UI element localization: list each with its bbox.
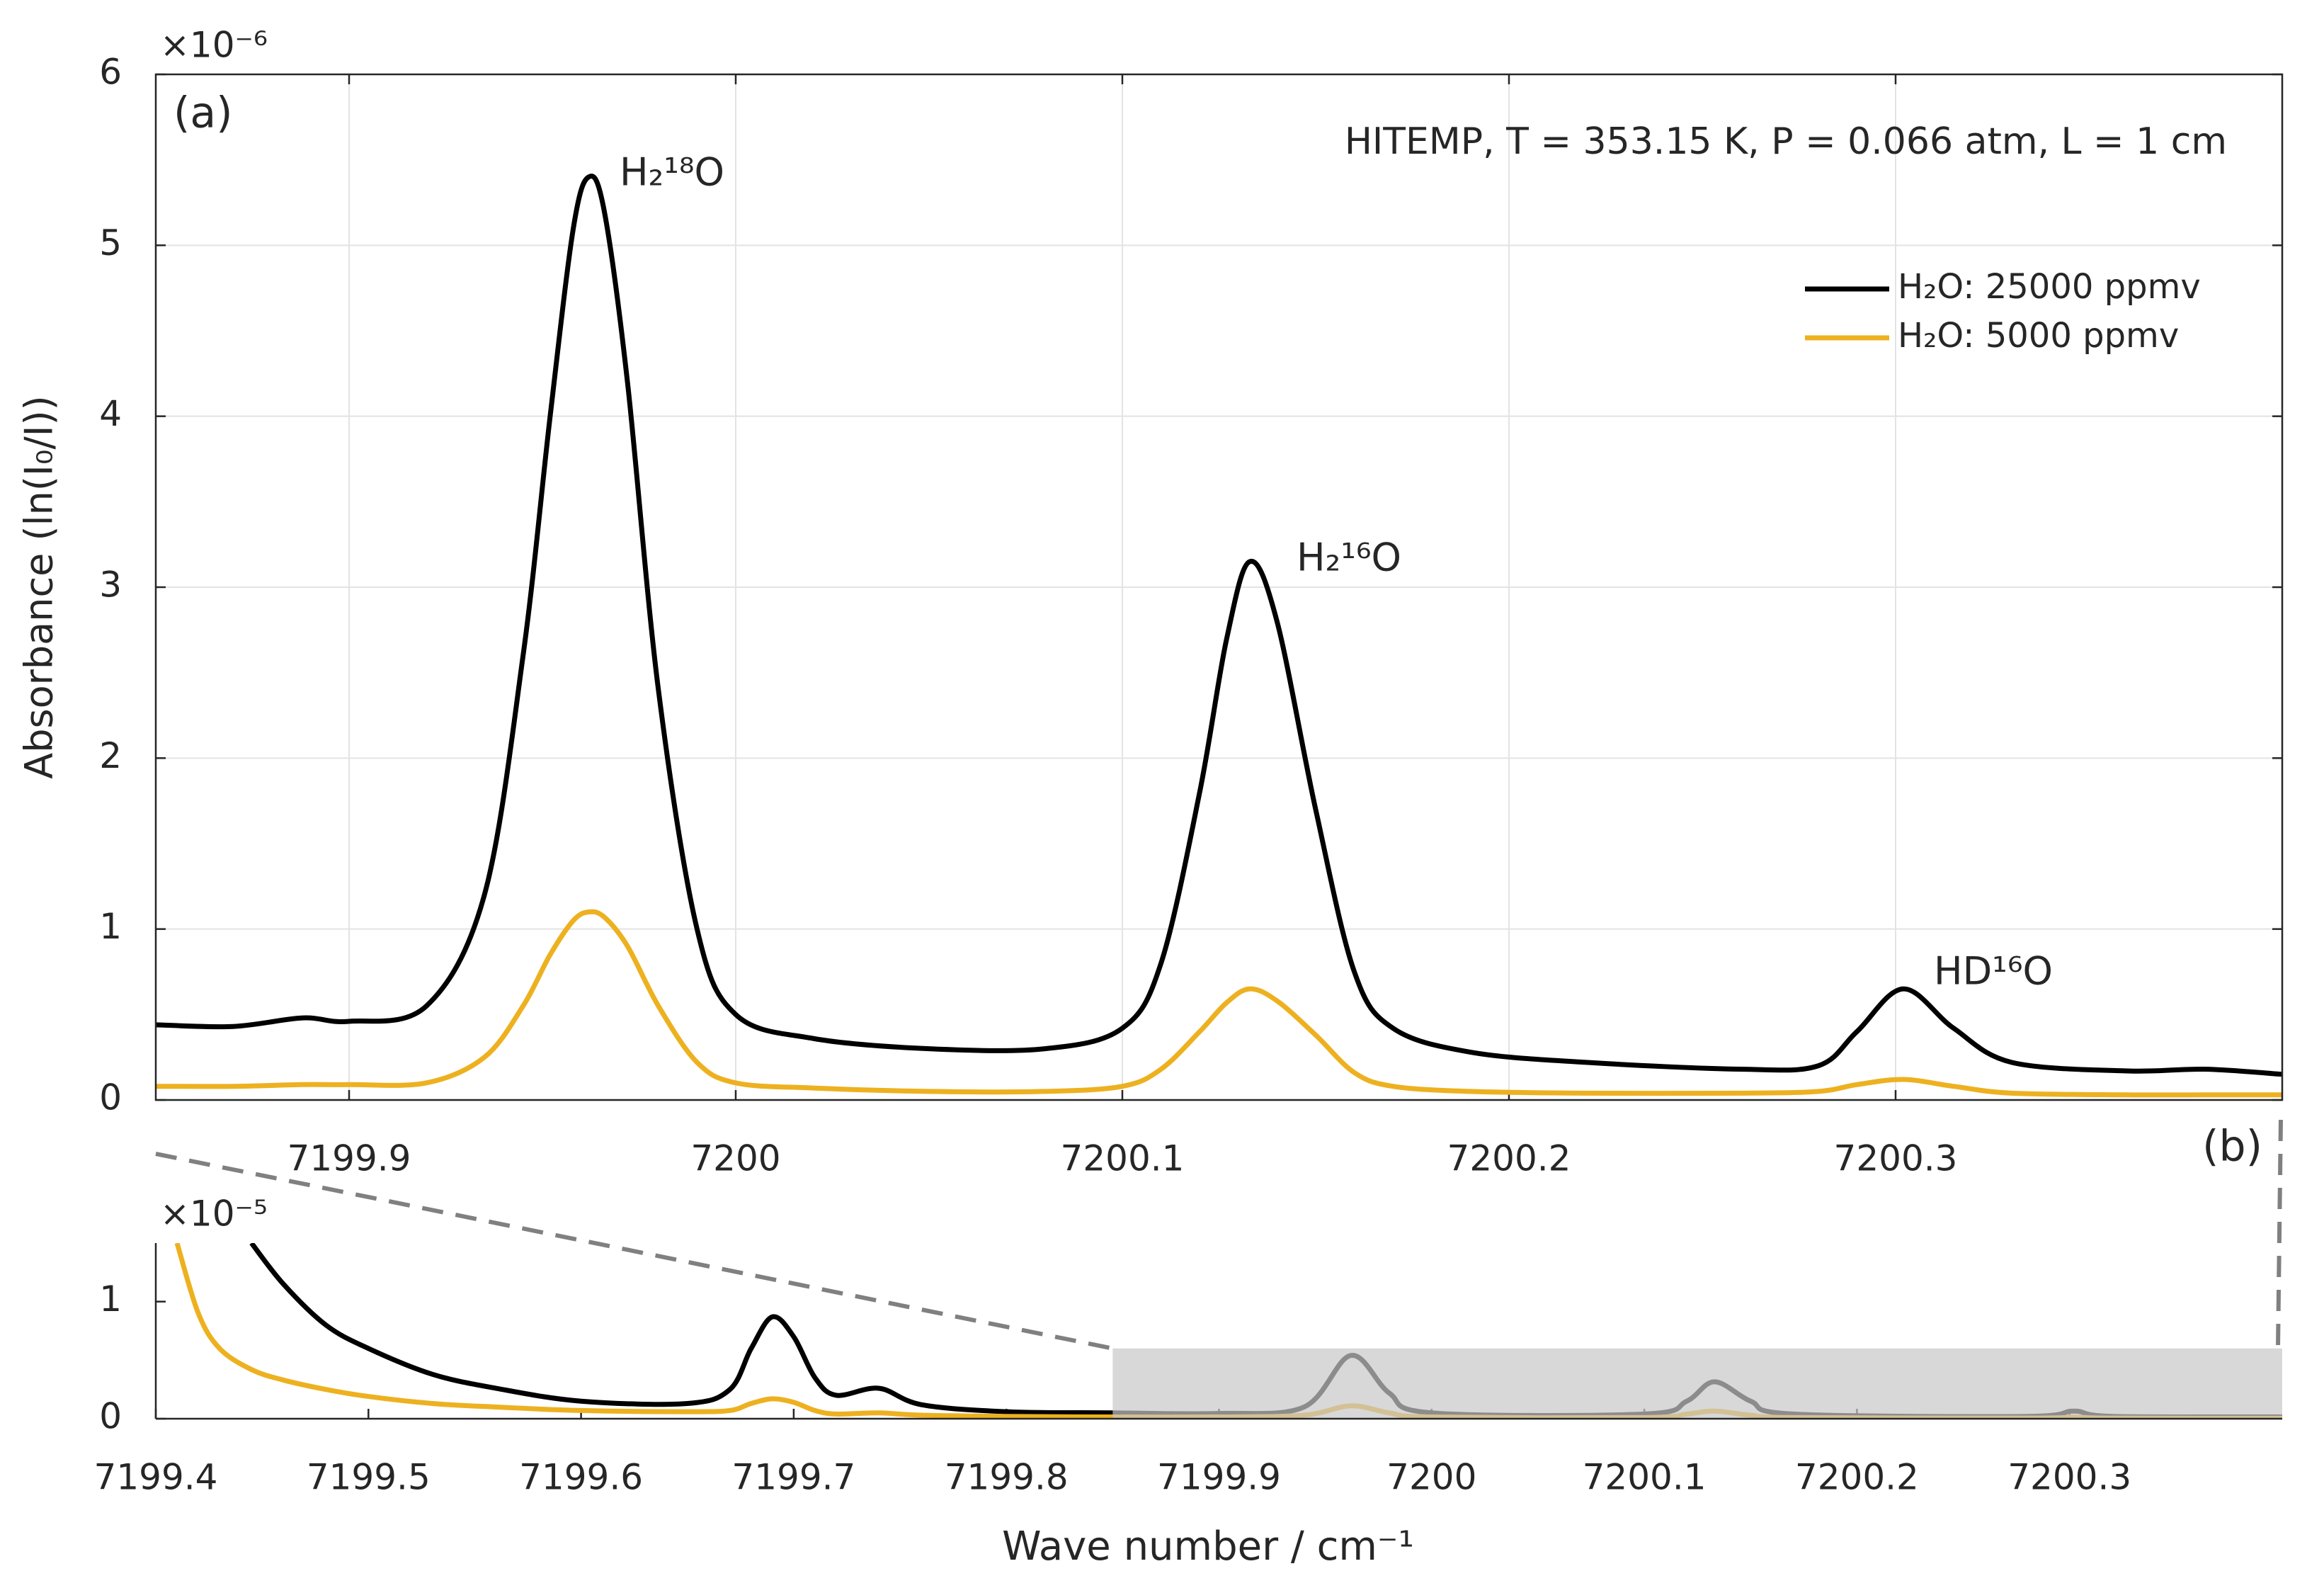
- plot-area: [156, 174, 2282, 1098]
- y-tick-label: 5: [99, 222, 122, 263]
- zoom-connector: [155, 1152, 1113, 1351]
- x-tick-label: 7200.2: [1447, 1138, 1571, 1179]
- y-tick-label: 6: [99, 52, 122, 93]
- axis-multiplier: ×10⁻⁵: [160, 1193, 268, 1235]
- axis-multiplier: ×10⁻⁶: [160, 25, 268, 66]
- y-tick-label: 4: [99, 393, 122, 434]
- legend-label: H₂O: 25000 ppmv: [1898, 267, 2201, 307]
- x-tick-label: 7199.7: [731, 1457, 855, 1498]
- x-tick-label: 7199.5: [307, 1457, 431, 1498]
- y-tick-label: 0: [99, 1396, 122, 1437]
- y-tick-label: 2: [99, 735, 122, 776]
- x-tick-label: 7200.3: [1834, 1138, 1958, 1179]
- y-axis-label: Absorbance (ln(I₀/I)): [17, 395, 62, 778]
- x-tick-label: 7200.1: [1583, 1457, 1707, 1498]
- panel-label: (a): [173, 89, 233, 138]
- y-tick-label: 0: [99, 1077, 122, 1118]
- panel-label: (b): [2202, 1122, 2262, 1172]
- legend-label: H₂O: 5000 ppmv: [1898, 316, 2179, 356]
- x-tick-label: 7200.3: [2007, 1457, 2131, 1498]
- peak-label: HD¹⁶O: [1934, 949, 2053, 994]
- y-tick-label: 3: [99, 565, 122, 606]
- annotation: HITEMP, T = 353.15 K, P = 0.066 atm, L =…: [1345, 120, 2227, 163]
- x-tick-label: 7200: [690, 1138, 780, 1179]
- line-series: [156, 909, 2282, 1098]
- zoom-region: [1112, 1348, 2282, 1419]
- axes-box: [154, 73, 2284, 1101]
- y-tick-label: 1: [99, 1278, 122, 1320]
- x-tick-label: 7199.4: [94, 1457, 218, 1498]
- x-tick-label: 7199.8: [945, 1457, 1069, 1498]
- x-tick-label: 7200: [1386, 1457, 1476, 1498]
- peak-label: H₂¹⁸O: [620, 150, 724, 195]
- x-tick-label: 7200.1: [1061, 1138, 1185, 1179]
- x-tick-label: 7199.6: [519, 1457, 643, 1498]
- x-tick-label: 7199.9: [1157, 1457, 1281, 1498]
- y-tick-label: 1: [99, 906, 122, 947]
- x-axis-label: Wave number / cm⁻¹: [1002, 1524, 1414, 1570]
- zoom-connector: [2276, 1119, 2283, 1349]
- x-tick-label: 7199.9: [287, 1138, 411, 1179]
- line-series: [156, 174, 2282, 1077]
- peak-label: H₂¹⁶O: [1297, 535, 1401, 580]
- x-tick-label: 7200.2: [1795, 1457, 1919, 1498]
